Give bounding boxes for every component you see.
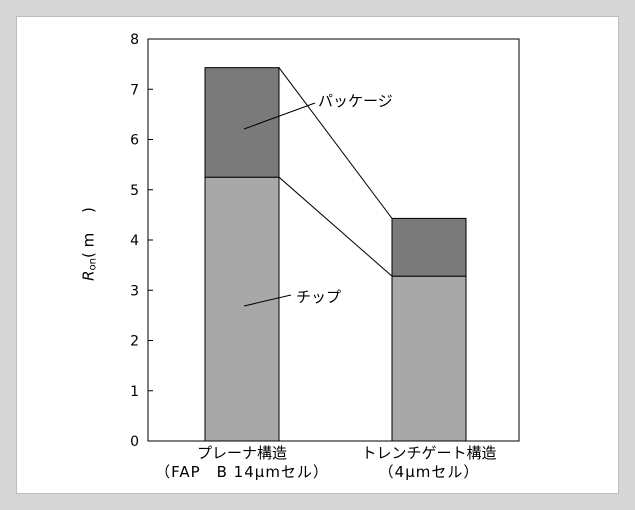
bar-segment: [204, 176, 280, 442]
connector-lines: [278, 67, 393, 277]
bar-segment: [391, 275, 467, 442]
y-tick-label: 3: [130, 283, 139, 299]
y-axis-label: Ron( m ): [79, 207, 99, 281]
y-tick-label: 7: [130, 82, 139, 98]
bar-segment: [204, 67, 280, 178]
series-label: チップ: [296, 288, 341, 306]
y-tick-labels: 0 1 2 3 4 5 6 7 8: [130, 32, 139, 450]
y-tick-label: 4: [130, 233, 139, 249]
category-name: プレーナ構造: [196, 444, 288, 462]
connector-line: [278, 67, 393, 219]
annotation-leader: [243, 294, 292, 307]
y-tick-label: 2: [130, 334, 139, 350]
category-sub: （4µmセル）: [378, 463, 480, 481]
y-tick-label: 5: [130, 183, 139, 199]
y-tick-label: 0: [130, 434, 139, 450]
category-label-planar: プレーナ構造 （FAP B 14µmセル）: [155, 444, 329, 482]
annotation-leader: [243, 102, 316, 130]
category-name: トレンチゲート構造: [361, 444, 497, 462]
series-label: パッケージ: [318, 92, 393, 110]
connector-line: [278, 176, 393, 277]
chart-axes: [147, 38, 520, 442]
y-tick-label: 8: [130, 32, 139, 48]
series-annotations: チップ パッケージ: [243, 92, 393, 307]
y-tick-label: 1: [130, 384, 139, 400]
bar-group: [204, 67, 467, 442]
category-label-trench: トレンチゲート構造 （4µmセル）: [361, 444, 496, 482]
category-sub: （FAP B 14µmセル）: [155, 463, 329, 481]
bar-segment: [391, 217, 467, 277]
y-tick-label: 6: [130, 133, 139, 149]
